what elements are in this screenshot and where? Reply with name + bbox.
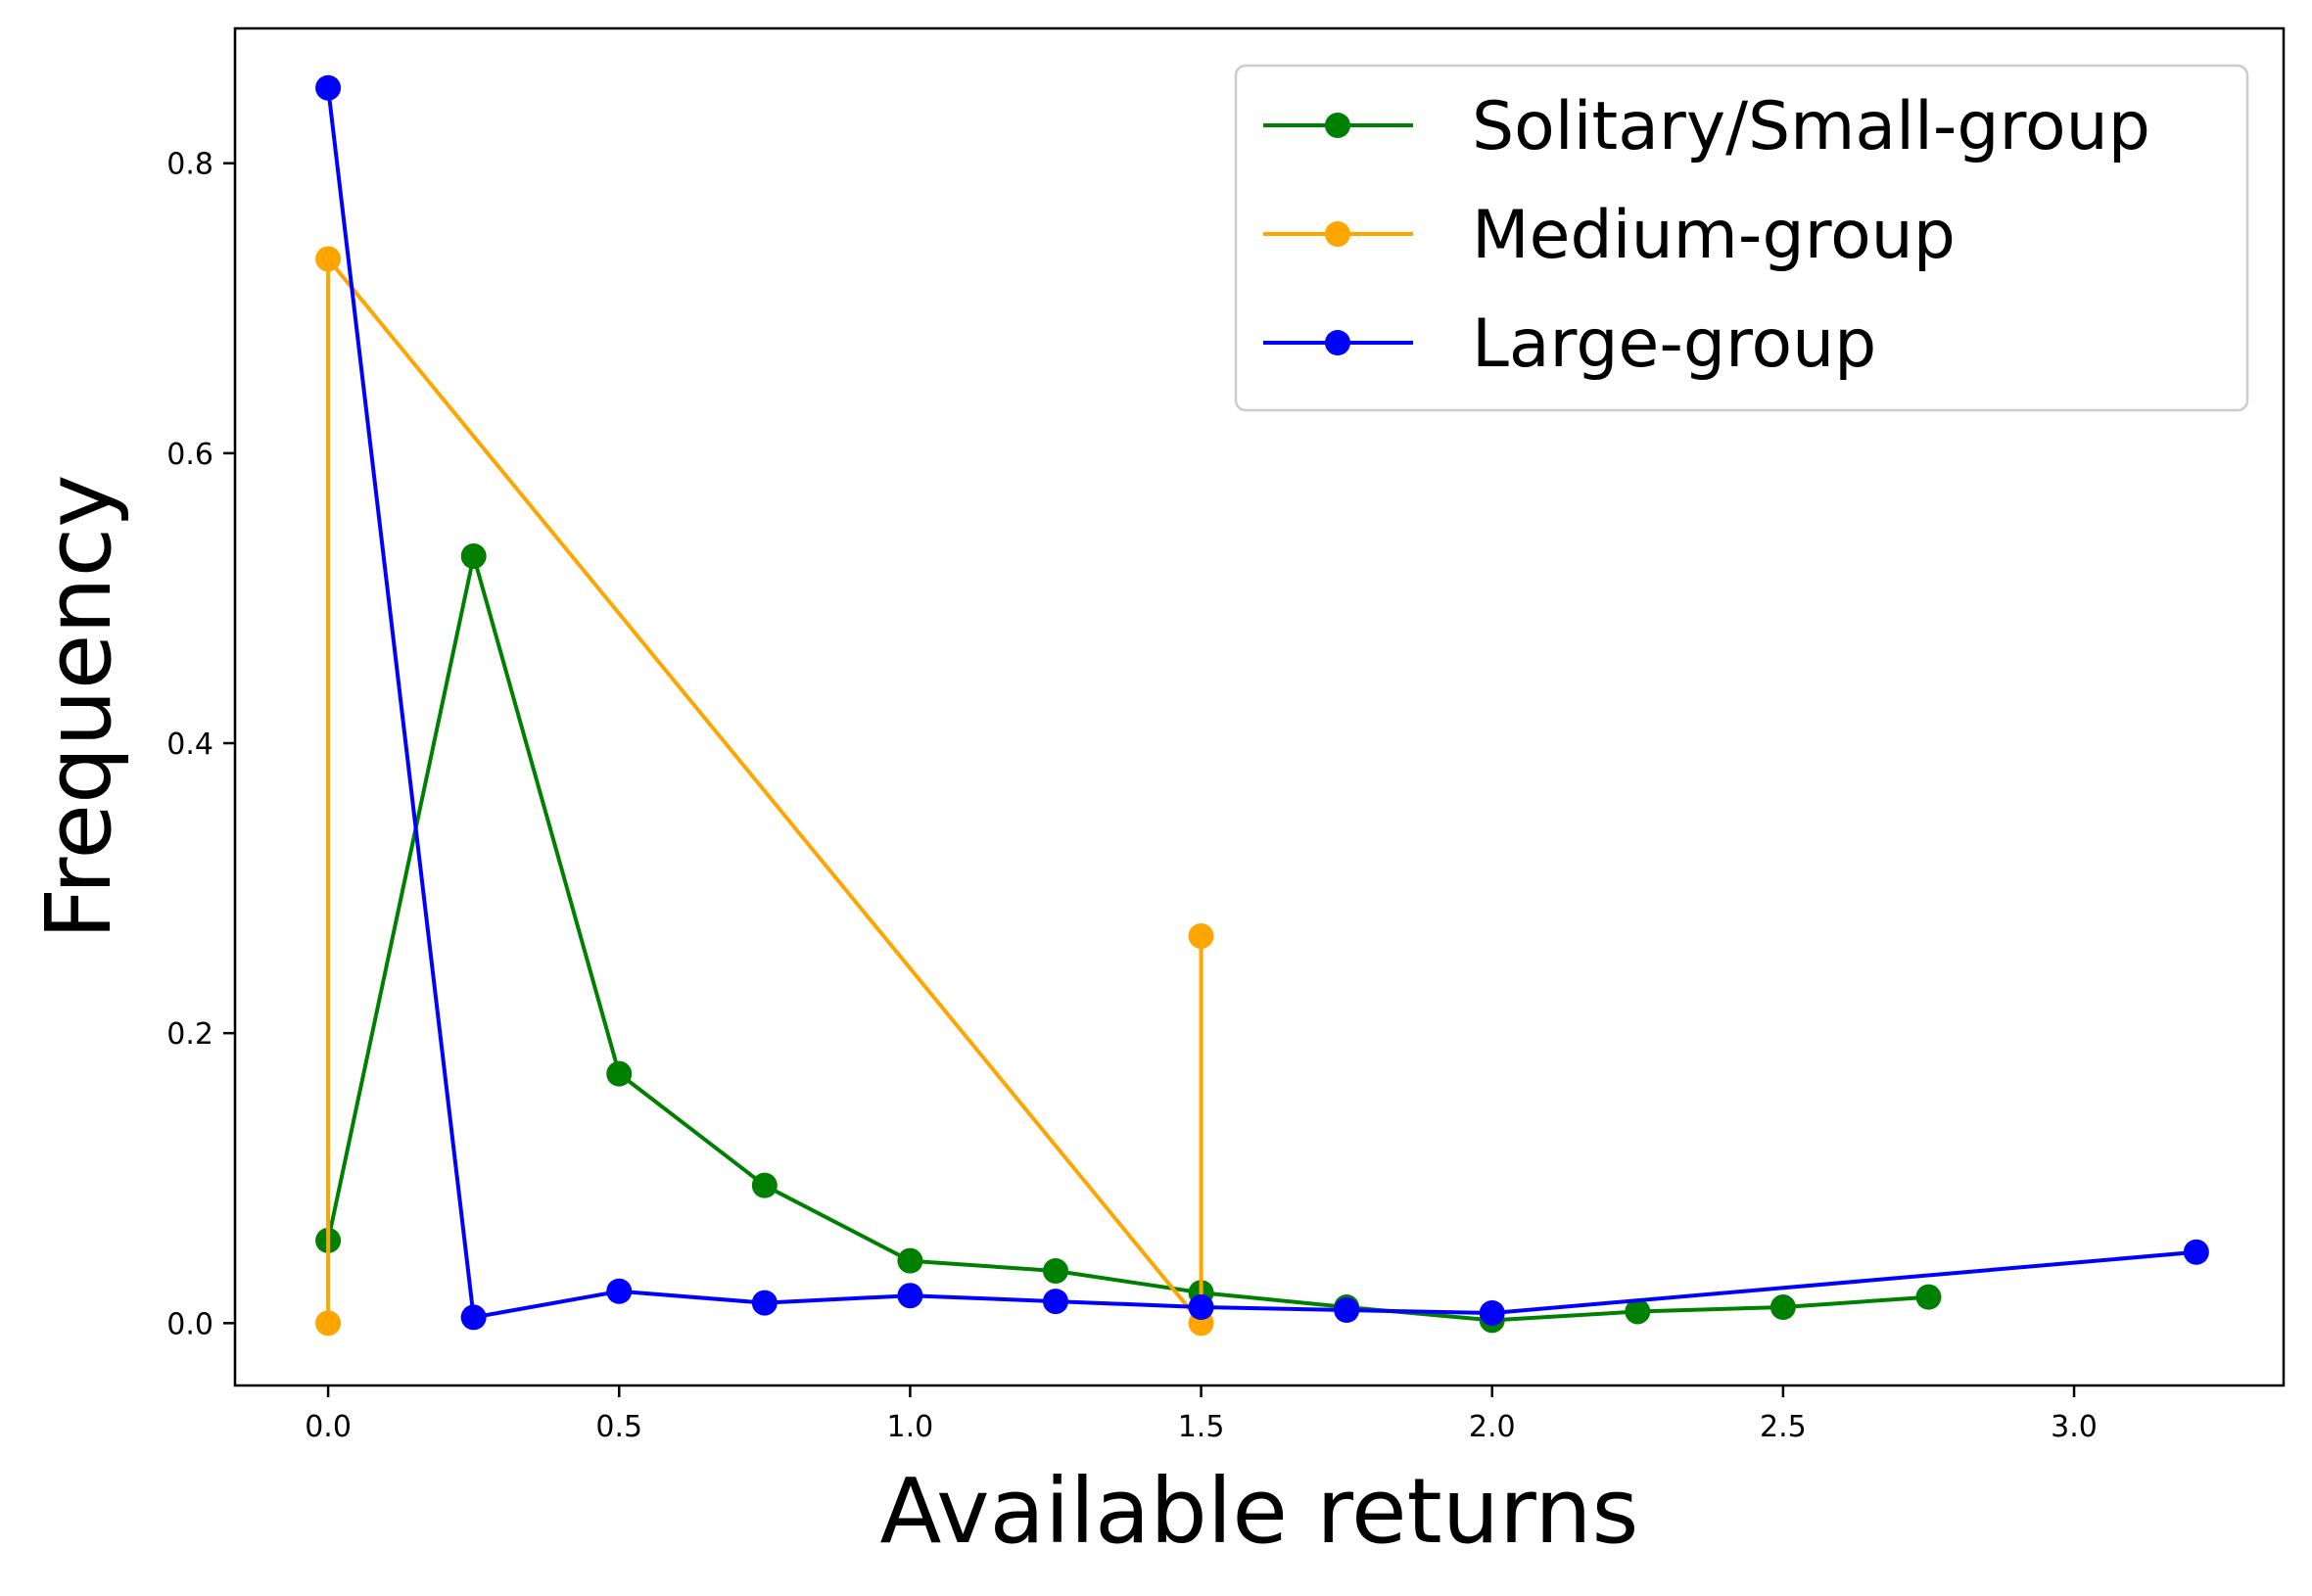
data-point-large-group (1479, 1299, 1505, 1326)
plot-area (315, 74, 2209, 1337)
y-tick-label: 0.4 (166, 728, 213, 762)
axis-ticks: 0.0 0.5 1.0 1.5 2.0 2.5 3.0 0.0 0.2 0.4 0.6 0.8 (166, 148, 2098, 1444)
legend-label-large-group: Large-group (1472, 305, 1876, 383)
data-point-solitary-small-group (460, 543, 487, 569)
legend-label-medium-group: Medium-group (1472, 197, 1956, 274)
legend-marker-medium-group (1325, 221, 1350, 247)
data-point-solitary-small-group (751, 1172, 778, 1198)
x-tick-label: 1.5 (1178, 1410, 1225, 1444)
y-axis-label: Frequency (26, 474, 131, 939)
data-point-large-group (460, 1304, 487, 1331)
x-tick-label: 3.0 (2051, 1410, 2098, 1444)
series-line-large-group (326, 87, 2197, 1320)
data-point-solitary-small-group (1769, 1294, 1796, 1321)
legend-marker-solitary-small-group (1325, 113, 1350, 138)
x-tick-label: 0.0 (305, 1410, 352, 1444)
y-tick-label: 0.2 (166, 1017, 213, 1052)
x-tick-label: 2.5 (1760, 1410, 1807, 1444)
series-large-group (315, 74, 2209, 1331)
data-point-large-group (1188, 1294, 1214, 1321)
legend: Solitary/Small-group Medium-group Large-gr… (1234, 64, 2249, 412)
data-point-large-group (315, 74, 342, 101)
x-tick-label: 0.5 (595, 1410, 642, 1444)
data-point-large-group (897, 1283, 923, 1309)
y-tick-label: 0.8 (166, 148, 213, 182)
data-point-large-group (606, 1278, 633, 1304)
x-tick-label: 2.0 (1469, 1410, 1516, 1444)
data-point-solitary-small-group (1042, 1258, 1068, 1285)
data-point-medium-group (315, 1310, 342, 1337)
y-tick-label: 0.6 (166, 438, 213, 472)
data-point-solitary-small-group (1915, 1284, 1942, 1310)
plot-frame (233, 26, 2286, 1387)
legend-box (1234, 64, 2249, 412)
data-point-solitary-small-group (897, 1247, 923, 1274)
data-point-solitary-small-group (1625, 1298, 1651, 1325)
x-tick-label: 1.0 (887, 1410, 934, 1444)
data-point-large-group (1042, 1289, 1068, 1315)
data-point-large-group (751, 1290, 778, 1316)
data-point-large-group (2183, 1239, 2209, 1265)
legend-marker-large-group (1325, 330, 1350, 355)
x-axis-label: Available returns (880, 1459, 1639, 1564)
y-tick-label: 0.0 (166, 1307, 213, 1341)
series-line-medium-group (326, 257, 1203, 1326)
data-point-medium-group (1188, 922, 1214, 949)
series-line-solitary-small-group (326, 554, 1929, 1323)
legend-label-solitary-small-group: Solitary/Small-group (1472, 88, 2150, 165)
data-point-medium-group (315, 246, 342, 272)
data-point-large-group (1334, 1297, 1360, 1323)
data-point-solitary-small-group (606, 1060, 633, 1087)
